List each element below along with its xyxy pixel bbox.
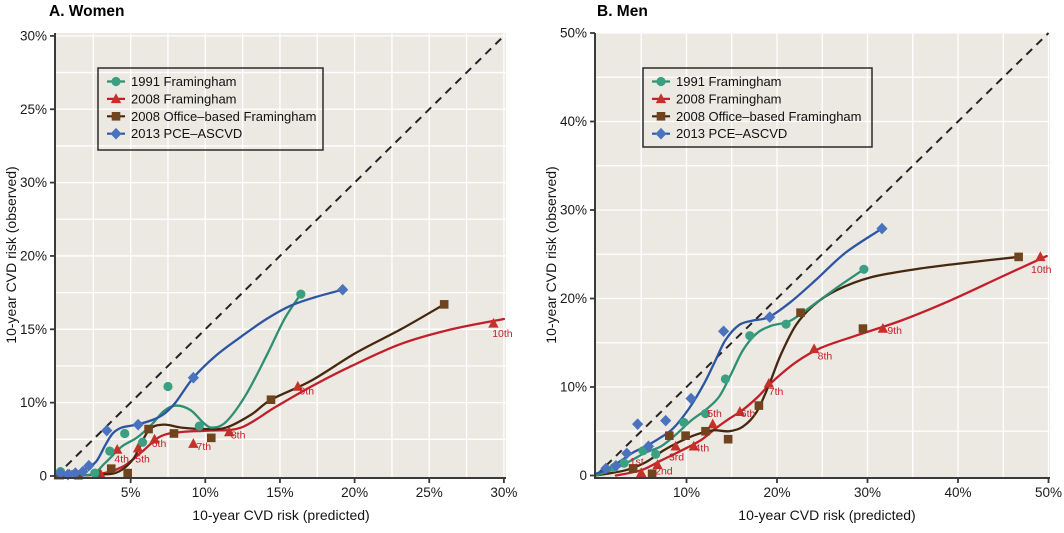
decile-label: 9th (300, 385, 315, 397)
decile-label: 3rd (669, 451, 684, 463)
panel-b-title: B. Men (597, 3, 648, 20)
y-tick-label: 30% (20, 28, 47, 43)
panel-a-xaxis-title: 10-year CVD risk (predicted) (192, 507, 370, 523)
legend-item-label: 2008 Framingham (131, 91, 237, 106)
x-tick-label: 10% (192, 485, 219, 500)
y-tick-label: 0 (39, 469, 47, 484)
y-tick-label: 10% (560, 380, 587, 395)
y-tick-label: 10% (20, 395, 47, 410)
decile-label: 5th (707, 408, 722, 420)
panel-a-title: A. Women (49, 3, 125, 20)
decile-label: 4th (114, 454, 129, 466)
decile-label: 10th (492, 328, 513, 340)
x-tick-label: 30% (854, 485, 881, 500)
x-tick-label: 50% (1035, 485, 1062, 500)
legend: 1991 Framingham 2008 Framingham 2008 Offic… (97, 67, 324, 151)
decile-label: 7th (197, 441, 212, 453)
y-tick-label: 0 (579, 468, 587, 483)
legend-item-label: 2008 Office–based Framingham (131, 109, 316, 124)
y-tick-label: 50% (560, 26, 587, 41)
legend-item-label: 2008 Framingham (676, 91, 782, 106)
decile-label: 7th (769, 386, 784, 398)
legend-item-label: 1991 Framingham (131, 74, 237, 89)
decile-label: 10th (1031, 264, 1052, 276)
legend-item-label: 1991 Framingham (676, 74, 782, 89)
y-tick-label: 15% (20, 322, 47, 337)
decile-label: 6th (152, 438, 167, 450)
decile-label: 1st (630, 456, 644, 468)
x-tick-label: 25% (416, 485, 443, 500)
legend-item-label: 2008 Office–based Framingham (676, 109, 861, 124)
decile-label: 2nd (655, 466, 673, 478)
legend: 1991 Framingham 2008 Framingham 2008 Offic… (642, 67, 873, 148)
legend-item-label: 2013 PCE–ASCVD (131, 126, 242, 141)
panel-b-xaxis-title: 10-year CVD risk (predicted) (738, 507, 916, 523)
legend-item-label: 2013 PCE–ASCVD (676, 126, 787, 141)
y-tick-label: 20% (560, 291, 587, 306)
decile-label: 8th (231, 429, 246, 441)
decile-label: 9th (887, 325, 902, 337)
y-tick-label: 25% (20, 102, 47, 117)
x-tick-label: 15% (266, 485, 293, 500)
decile-label: 5th (135, 454, 150, 466)
x-tick-label: 30% (490, 485, 517, 500)
x-tick-label: 5% (121, 485, 141, 500)
x-tick-label: 40% (944, 485, 971, 500)
decile-label: 8th (818, 351, 833, 363)
panel-b-yaxis-title: 10-year CVD risk (observed) (543, 166, 559, 344)
y-tick-label: 40% (560, 114, 587, 129)
panel-b-plot: 1st 2nd 3rd 4th 5th 6th 7th 8th 9th 10th 10% 20% 30%… (560, 26, 1062, 501)
decile-label: 4th (695, 443, 710, 455)
panel-a-yaxis-title: 10-year CVD risk (observed) (3, 166, 19, 344)
y-tick-label: 30% (20, 175, 47, 190)
y-tick-label: 20% (20, 248, 47, 263)
x-tick-label: 10% (673, 485, 700, 500)
y-tick-label: 30% (560, 203, 587, 218)
x-tick-label: 20% (763, 485, 790, 500)
decile-label: 6th (741, 408, 756, 420)
x-tick-label: 20% (341, 485, 368, 500)
